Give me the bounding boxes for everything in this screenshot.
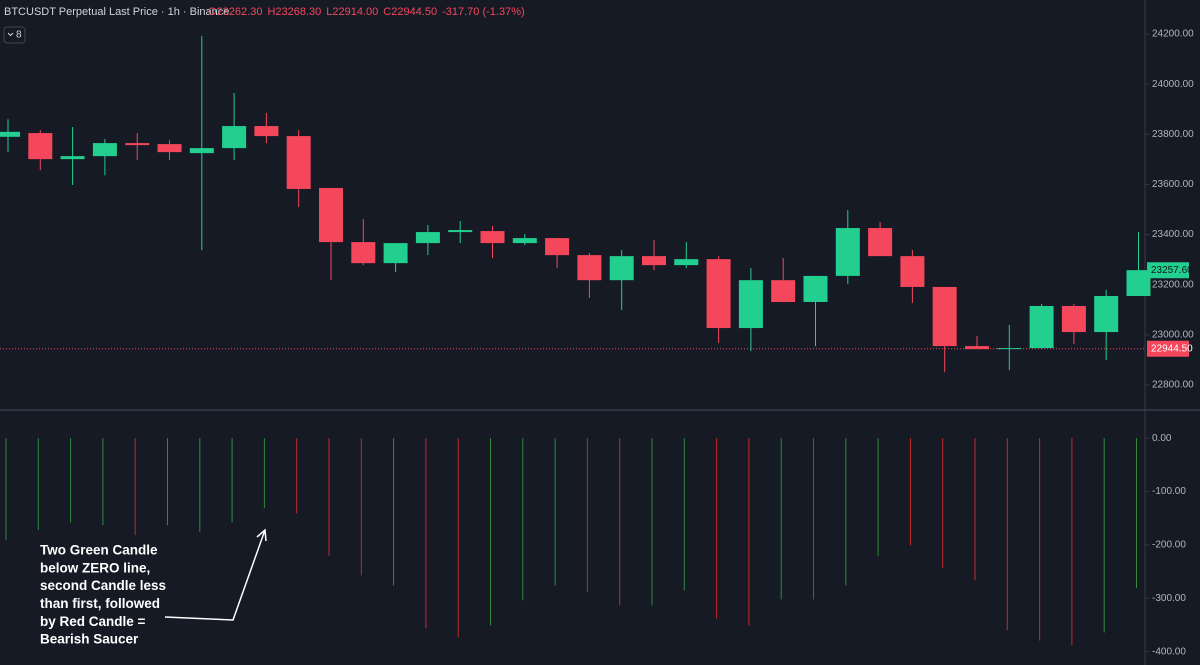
candle-body	[932, 286, 957, 347]
y-tick-label: -300.00	[1152, 593, 1186, 604]
candle-body	[92, 143, 117, 157]
candle-body	[383, 243, 408, 264]
y-tick-label: 24000.00	[1152, 79, 1194, 90]
indicator-toggle[interactable]	[3, 26, 26, 44]
ohlc-value: L22914.00	[326, 6, 378, 18]
candle-body	[351, 242, 376, 264]
annotation-text: second Candle less	[40, 578, 166, 593]
candle-body	[60, 156, 85, 160]
ohlc-value: C22944.50	[383, 6, 437, 18]
price-label-box	[1147, 262, 1189, 279]
candle-body	[286, 136, 311, 189]
annotation-text: below ZERO line,	[40, 560, 150, 575]
candle-body	[771, 280, 796, 302]
y-tick-label: 24200.00	[1152, 29, 1194, 40]
candle-body	[609, 256, 634, 281]
candle-body	[254, 126, 279, 137]
candle-body	[738, 280, 763, 329]
annotation-arrow	[164, 528, 267, 621]
candle-body	[706, 259, 731, 329]
candle-body	[157, 144, 182, 153]
candle-body	[28, 133, 53, 160]
annotation-text: by Red Candle =	[40, 614, 146, 629]
candle-body	[642, 256, 666, 266]
candle-body	[900, 256, 925, 287]
candle-body	[545, 238, 570, 256]
candle-body	[125, 143, 150, 146]
y-tick-label: 23800.00	[1152, 129, 1194, 140]
y-tick-label: 23600.00	[1152, 179, 1194, 190]
price-label: 22944.50	[1151, 343, 1193, 354]
price-label-box	[1147, 340, 1189, 357]
candle-body	[803, 275, 828, 302]
price-label: 23257.60	[1151, 265, 1193, 276]
candle-body	[480, 231, 505, 244]
y-tick-label: -100.00	[1152, 486, 1186, 497]
candle-body	[674, 259, 699, 266]
y-tick-label: 23200.00	[1152, 279, 1194, 290]
annotation-text: Bearish Saucer	[40, 632, 139, 647]
ohlc-value: -317.70 (-1.37%)	[442, 6, 525, 18]
candle-body	[577, 255, 602, 281]
annotation-text: than first, followed	[40, 596, 160, 611]
candle-body	[1094, 295, 1119, 333]
symbol-title: BTCUSDT Perpetual Last Price · 1h · Bina…	[4, 6, 229, 18]
candle-body	[448, 230, 473, 233]
y-tick-label: -200.00	[1152, 540, 1186, 551]
candle-body	[319, 187, 343, 243]
candle-body	[512, 238, 537, 244]
annotation-text: Two Green Candle	[40, 543, 158, 558]
y-tick-label: -400.00	[1152, 646, 1186, 657]
ohlc-value: H23268.30	[267, 6, 321, 18]
candle-body	[0, 131, 20, 137]
candle-body	[835, 228, 860, 276]
indicator-count: 8	[16, 30, 22, 41]
candle-body	[189, 148, 214, 154]
y-tick-label: 0.00	[1152, 433, 1172, 444]
y-tick-label: 23000.00	[1152, 329, 1194, 340]
candle-body	[415, 232, 440, 244]
candle-body	[1126, 270, 1151, 296]
candle-body	[222, 126, 247, 149]
chevron-icon	[7, 32, 14, 37]
candle-body	[1061, 305, 1086, 333]
y-tick-label: 22800.00	[1152, 380, 1194, 391]
y-tick-label: 23400.00	[1152, 229, 1194, 240]
ohlc-value: O23262.30	[208, 6, 262, 18]
candle-body	[997, 348, 1022, 350]
candle-body	[868, 228, 893, 257]
candle-body	[965, 346, 989, 350]
candle-body	[1029, 305, 1054, 349]
